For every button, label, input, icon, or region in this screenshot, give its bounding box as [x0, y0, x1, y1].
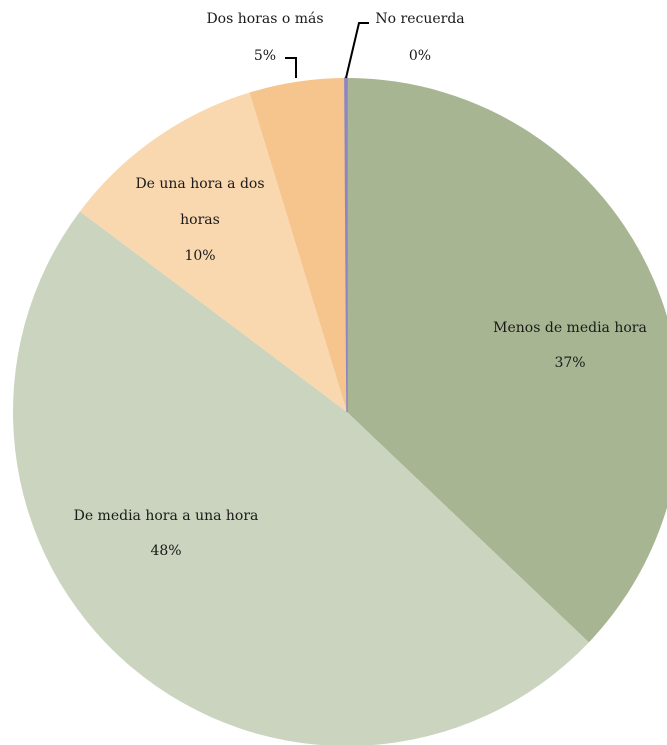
data-labels: Menos de media hora 37% De media hora a un…	[74, 11, 647, 559]
data-label-slice-5-value: 0%	[409, 48, 431, 64]
pie-slices	[13, 77, 667, 745]
pie-slice-3	[79, 92, 347, 412]
data-label-slice-1: Menos de media hora 37%	[493, 320, 647, 371]
data-label-slice-3: De una hora a dos horas 10%	[135, 176, 264, 264]
data-label-slice-4-name: Dos horas o más	[206, 11, 323, 27]
data-label-slice-5-name: No recuerda	[375, 11, 464, 27]
leader-line-dos-horas	[285, 57, 297, 78]
pie-slice-2	[13, 211, 589, 745]
pie-slice-4	[249, 78, 347, 412]
pie-slice-1	[347, 78, 667, 643]
data-label-slice-2: De media hora a una hora 48%	[74, 508, 259, 559]
leader-line-no-recuerda	[345, 22, 369, 79]
leader-lines	[285, 22, 369, 79]
data-label-slice-4-value: 5%	[254, 48, 276, 64]
